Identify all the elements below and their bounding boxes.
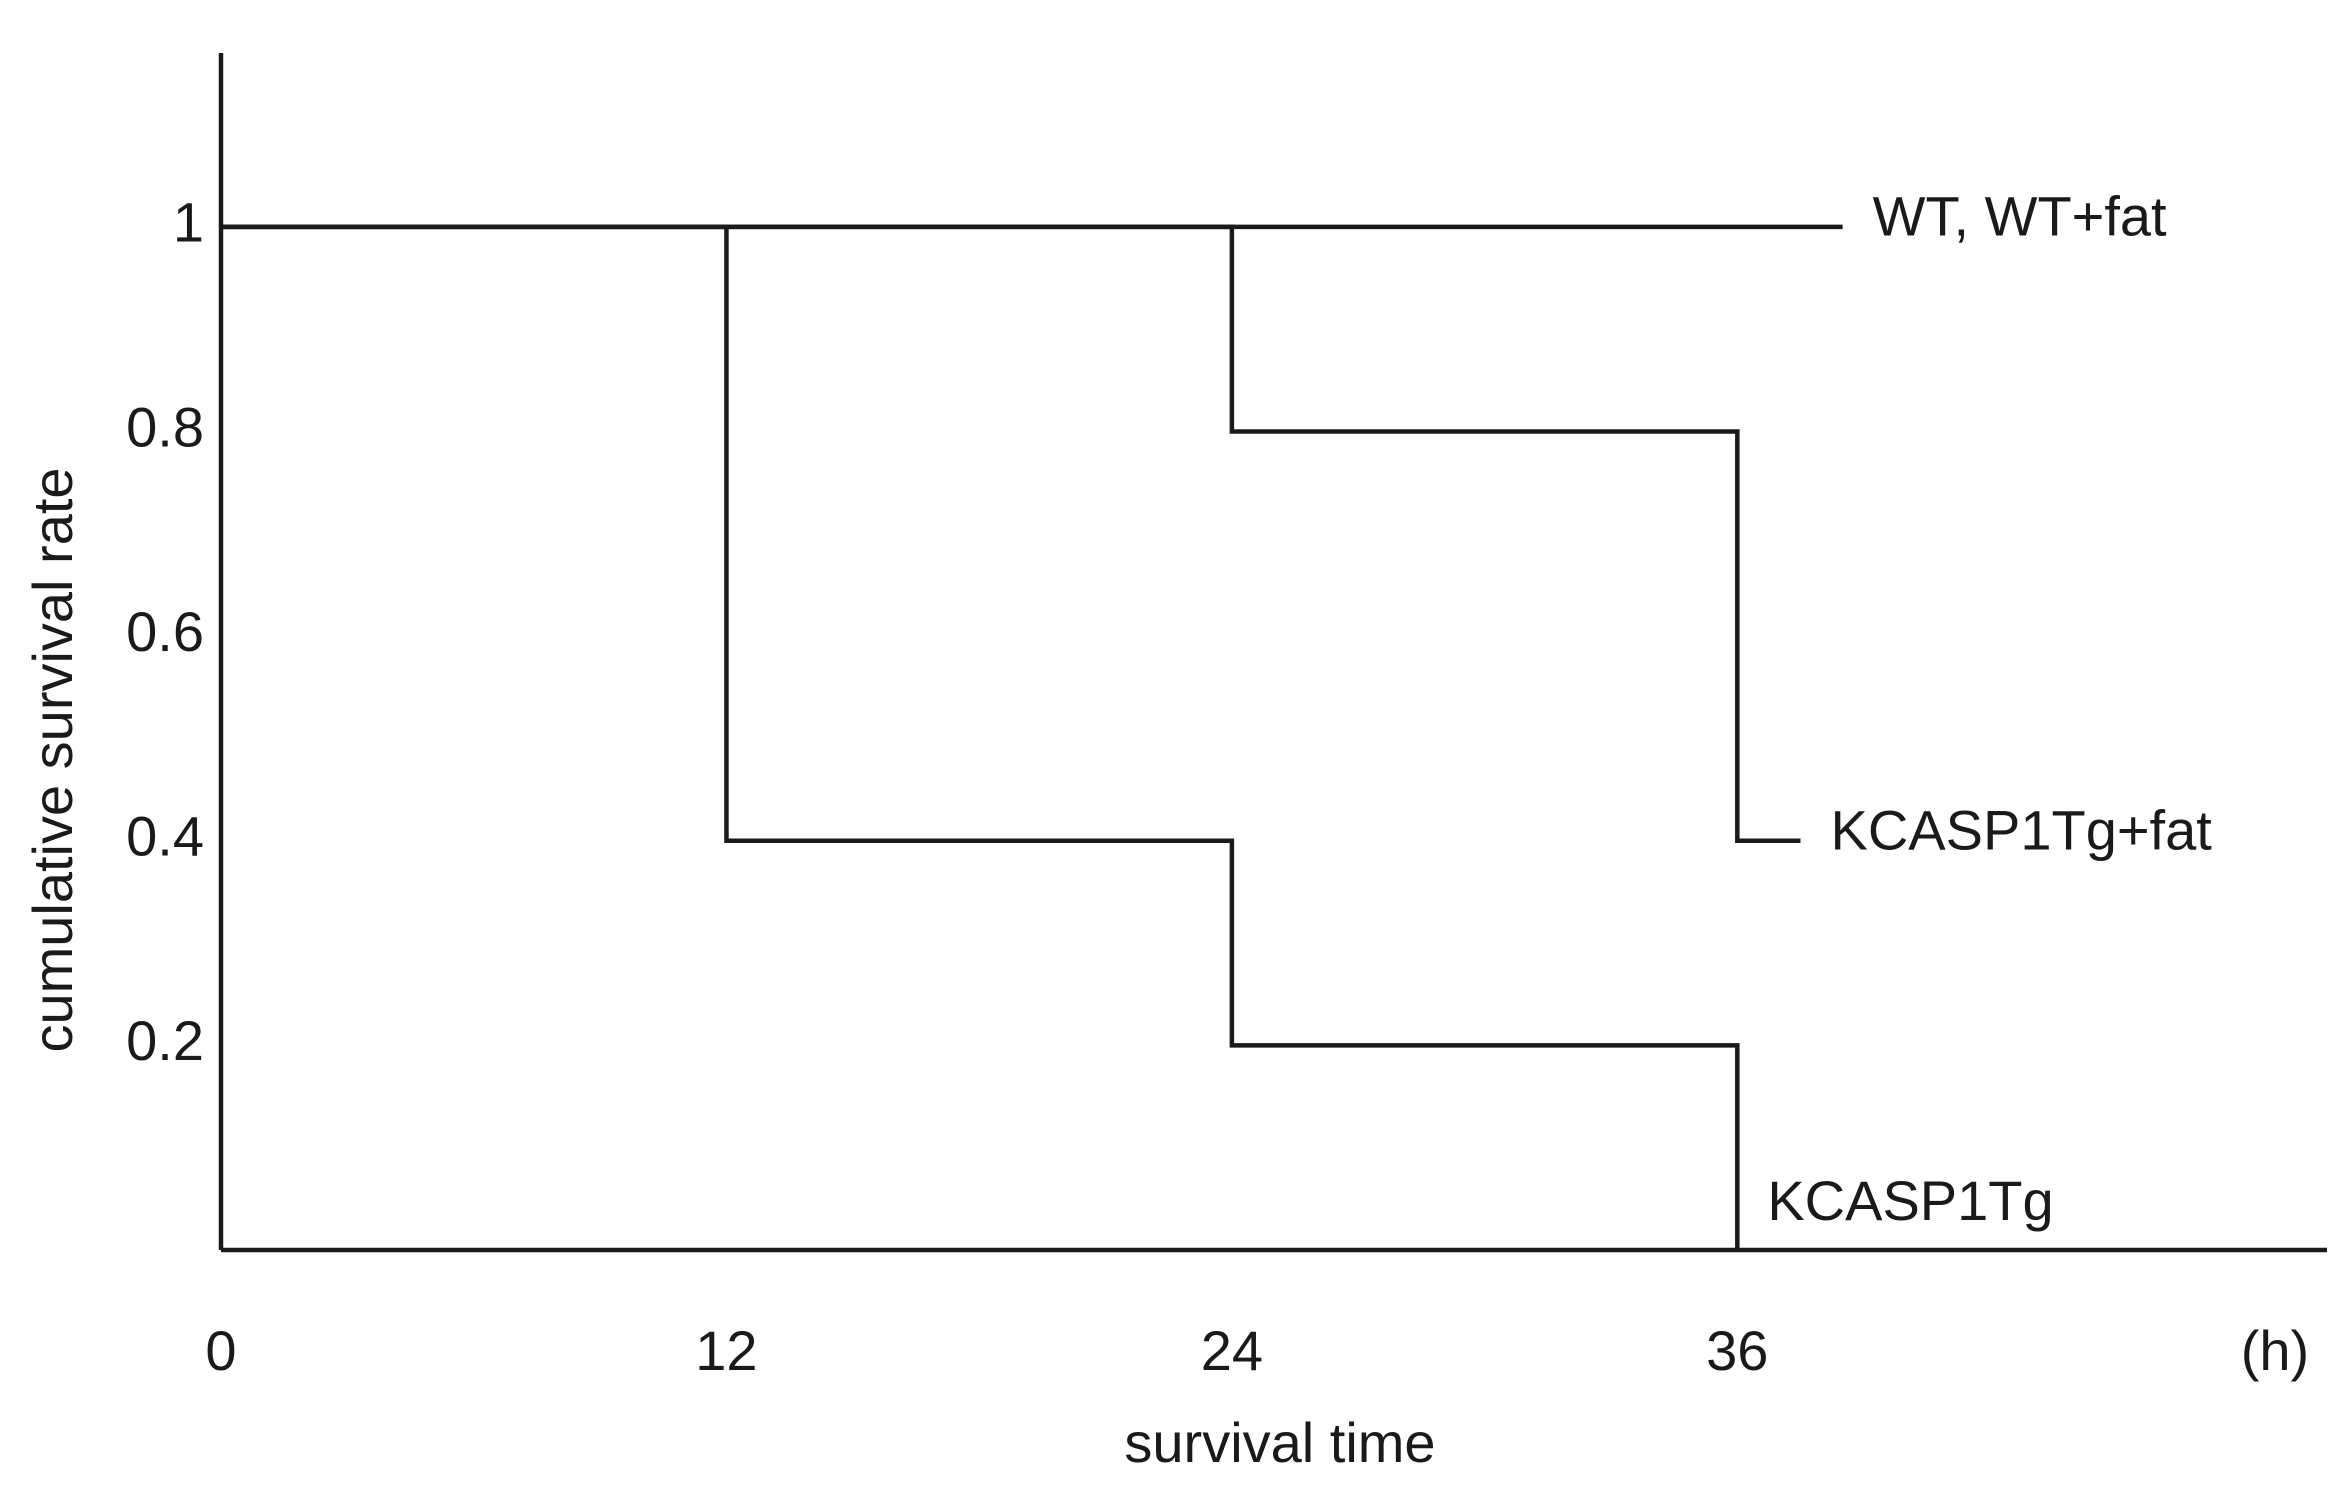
y-tick-label: 0.6: [126, 600, 204, 663]
series-label: KCASP1Tg+fat: [1831, 799, 2213, 862]
y-tick-label: 0.2: [126, 1009, 204, 1072]
y-tick-label: 0.4: [126, 805, 204, 868]
x-axis-label: survival time: [1124, 1411, 1435, 1474]
survival-line: [221, 224, 1801, 844]
series-label: WT, WT+fat: [1873, 185, 2167, 248]
y-tick-label: 0.8: [126, 395, 204, 458]
x-tick-label: 24: [1201, 1319, 1263, 1382]
y-tick-label: 1: [173, 191, 204, 254]
x-tick-label: 12: [695, 1319, 757, 1382]
y-axis-label: cumulative survival rate: [21, 467, 84, 1052]
x-tick-label: 36: [1706, 1319, 1768, 1382]
survival-line: [221, 224, 1740, 1250]
x-tick-label: 0: [205, 1319, 236, 1382]
x-axis-unit: (h): [2241, 1319, 2309, 1382]
series-label: KCASP1Tg: [1767, 1169, 2053, 1232]
